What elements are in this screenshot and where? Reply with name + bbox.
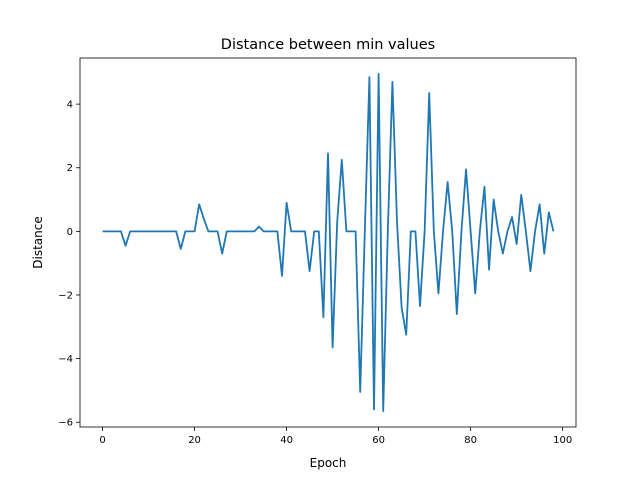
- axes-frame: [79, 57, 577, 428]
- x-tick-label: 80: [464, 435, 477, 446]
- y-axis: −6 −4 −2 0 2 4: [58, 100, 80, 429]
- y-axis-label: Distance: [31, 216, 45, 268]
- x-axis: 0 20 40 60 80 100: [99, 427, 572, 446]
- plot-area: [102, 73, 555, 412]
- chart-title: Distance between min values: [221, 37, 435, 53]
- y-tick-label: −2: [58, 290, 73, 301]
- x-tick-label: 0: [99, 435, 105, 446]
- x-tick-label: 60: [372, 435, 385, 446]
- y-tick-label: 0: [67, 227, 73, 238]
- x-axis-label: Epoch: [310, 456, 347, 470]
- x-tick-label: 40: [280, 435, 293, 446]
- x-tick-label: 20: [188, 435, 201, 446]
- x-tick-label: 100: [553, 435, 572, 446]
- y-tick-label: 2: [67, 163, 73, 174]
- y-tick-label: −4: [58, 354, 73, 365]
- series-line: [102, 73, 555, 412]
- y-tick-label: −6: [58, 418, 73, 429]
- y-tick-label: 4: [67, 100, 73, 111]
